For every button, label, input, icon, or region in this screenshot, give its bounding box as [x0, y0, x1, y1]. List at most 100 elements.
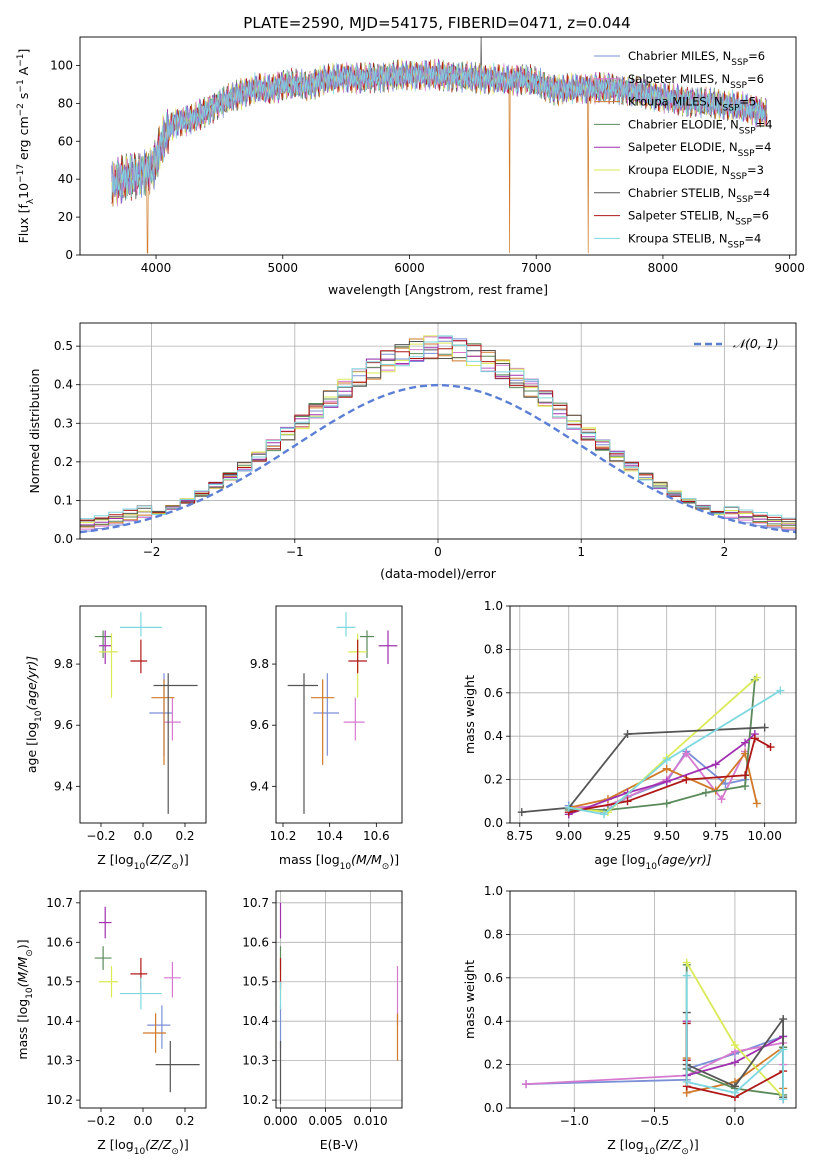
legend-label: Salpeter STELIB, NSSP=6 — [628, 209, 769, 228]
legend-label: Kroupa STELIB, NSSP=4 — [628, 231, 761, 250]
y-tick-label: 9.8 — [54, 657, 73, 671]
x-tick-label: 9.50 — [653, 829, 680, 843]
y-tick-label: 9.6 — [250, 718, 269, 732]
weight-point-marker — [730, 1088, 739, 1097]
y-tick-label: 0.4 — [54, 378, 73, 392]
y-tick-label: 0.8 — [484, 642, 503, 656]
weight-point-marker — [682, 971, 691, 980]
weight-point-marker — [779, 1045, 788, 1054]
y-tick-label: 100 — [50, 58, 73, 72]
x-axis-label: wavelength [Angstrom, rest frame] — [328, 282, 548, 297]
x-axis-label: (data-model)/error — [380, 566, 497, 581]
y-axis-label: mass weight — [462, 960, 477, 1039]
spectrum-line — [111, 60, 765, 199]
x-axis-label: mass [log10(M/M⊙)] — [279, 852, 399, 872]
histogram-series — [80, 335, 796, 521]
weight-series-line — [521, 726, 765, 813]
legend-label: Chabrier ELODIE, NSSP=4 — [628, 117, 773, 136]
y-tick-label: 1.0 — [484, 884, 503, 898]
y-tick-label: 0.0 — [484, 1101, 503, 1115]
weight-point-marker — [564, 803, 573, 812]
axes-frame — [275, 890, 403, 1109]
x-tick-label: 4000 — [141, 261, 172, 275]
x-tick-label: 0.010 — [353, 1114, 387, 1128]
x-tick-label: 9000 — [774, 261, 805, 275]
x-tick-label: 7000 — [521, 261, 552, 275]
weight-point-marker — [750, 734, 759, 743]
y-tick-label: 40 — [58, 172, 73, 186]
x-tick-label: 8000 — [648, 261, 679, 275]
legend-label: Chabrier MILES, NSSP=6 — [628, 49, 765, 68]
legend-label: 𝒩(0, 1) — [733, 336, 779, 351]
x-tick-label: 0.0 — [725, 1114, 744, 1128]
mass-vs-EBV-panel: 0.000 0.005 0.010 10.2 10.3 10.4 10.5 10.6 10.7 E… — [242, 890, 403, 1152]
x-tick-label: 6000 — [394, 261, 425, 275]
x-tick-label: 0.005 — [308, 1114, 342, 1128]
x-tick-label: 0 — [434, 545, 442, 559]
y-axis-label: mass [log10(M/M⊙)] — [15, 939, 35, 1059]
histogram-series — [80, 340, 796, 522]
y-tick-label: 10.4 — [46, 1014, 73, 1028]
legend-label: Salpeter MILES, NSSP=6 — [628, 72, 764, 91]
y-tick-label: 20 — [58, 210, 73, 224]
x-tick-label: 10.6 — [363, 829, 390, 843]
y-axis-label: Normed distribution — [27, 369, 42, 494]
y-tick-label: 10.5 — [46, 975, 73, 989]
x-tick-label: −1 — [286, 545, 304, 559]
legend-label: Chabrier STELIB, NSSP=4 — [628, 186, 770, 205]
x-tick-label: −2 — [143, 545, 161, 559]
x-tick-label: 0.0 — [133, 1114, 152, 1128]
y-tick-label: 9.4 — [250, 779, 269, 793]
weight-point-marker — [701, 788, 710, 797]
x-tick-label: 10.4 — [316, 829, 343, 843]
axes-frame — [275, 605, 403, 824]
axis-label: Z [log10(Z/Z⊙)] — [97, 852, 188, 872]
weight-point-marker — [662, 756, 671, 765]
y-tick-label: 0.5 — [54, 339, 73, 353]
figure-title: PLATE=2590, MJD=54175, FIBERID=0471, z=0… — [243, 14, 630, 32]
legend-label: Salpeter ELODIE, NSSP=4 — [628, 140, 771, 159]
y-tick-label: 1.0 — [484, 599, 503, 613]
weight-series-line — [568, 733, 756, 816]
y-tick-label: 10.4 — [242, 1014, 269, 1028]
y-tick-label: 0.6 — [484, 686, 503, 700]
weight-point-marker — [741, 738, 750, 747]
y-axis-label: Flux [fλ10−17 erg cm−2 s−1 A−1] — [16, 49, 36, 244]
weight-point-marker — [730, 1058, 739, 1067]
weight-point-marker — [730, 1041, 739, 1050]
axes-frame — [79, 36, 797, 256]
x-tick-label: 1 — [577, 545, 585, 559]
y-tick-label: 0.4 — [484, 729, 503, 743]
weight-point-marker — [682, 1077, 691, 1086]
y-tick-label: 0.2 — [54, 455, 73, 469]
x-tick-label: 0.2 — [175, 1114, 194, 1128]
x-tick-label: 10.00 — [747, 829, 781, 843]
y-tick-label: 10.5 — [242, 975, 269, 989]
y-tick-label: 80 — [58, 96, 73, 110]
y-tick-label: 0.2 — [484, 1058, 503, 1072]
x-tick-label: 5000 — [267, 261, 298, 275]
x-tick-label: 9.75 — [702, 829, 729, 843]
y-tick-label: 9.8 — [250, 657, 269, 671]
weight-point-marker — [682, 749, 691, 758]
x-tick-label: −0.5 — [640, 1114, 669, 1128]
x-tick-label: 8.75 — [506, 829, 533, 843]
x-tick-label: −0.2 — [86, 1114, 115, 1128]
y-tick-label: 10.6 — [46, 935, 73, 949]
y-tick-label: 10.2 — [242, 1093, 269, 1107]
legend-label: Kroupa ELODIE, NSSP=3 — [628, 163, 764, 182]
y-tick-label: 0.8 — [484, 927, 503, 941]
weight-point-marker — [662, 777, 671, 786]
x-tick-label: 10.2 — [270, 829, 297, 843]
spectrum-line — [111, 60, 768, 203]
axes-frame — [79, 605, 207, 824]
y-tick-label: 0.1 — [54, 493, 73, 507]
weight-point-marker — [682, 958, 691, 967]
weight-point-marker — [779, 1095, 788, 1104]
weight-point-marker — [517, 808, 526, 817]
axes-frame — [509, 605, 797, 824]
weight-point-marker — [600, 810, 609, 819]
y-axis-label: mass weight — [462, 675, 477, 754]
weight-point-marker — [752, 799, 761, 808]
y-tick-label: 9.6 — [54, 718, 73, 732]
